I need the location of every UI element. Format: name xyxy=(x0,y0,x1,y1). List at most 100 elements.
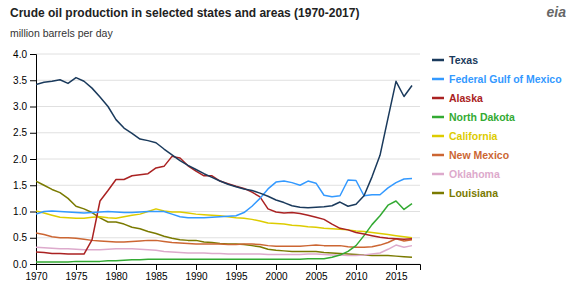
y-tick-label: 1.5 xyxy=(13,180,27,191)
y-tick-label: 4.0 xyxy=(13,49,27,60)
grid-line xyxy=(36,54,420,55)
series-line xyxy=(36,201,412,262)
legend-item: Federal Gulf of Mexico xyxy=(432,73,562,85)
legend-swatch xyxy=(432,116,444,119)
x-tick-label: 2000 xyxy=(265,271,288,282)
y-tick: 1.5 xyxy=(13,180,36,191)
y-tick-mark xyxy=(30,264,36,265)
x-tick: 2010 xyxy=(345,264,368,282)
y-axis: 0.0 0.5 1.0 1.5 2.0 2.5 3.0 3.5 4.0 xyxy=(13,49,36,270)
legend-swatch xyxy=(432,78,444,81)
y-axis-line xyxy=(30,55,37,265)
grid xyxy=(36,54,420,264)
x-tick: 1990 xyxy=(185,264,208,282)
x-tick-mark xyxy=(356,264,357,270)
x-tick-label: 2010 xyxy=(345,271,368,282)
x-tick-label: 2015 xyxy=(385,271,408,282)
x-tick-label: 1995 xyxy=(225,271,248,282)
x-tick-label: 1975 xyxy=(65,271,88,282)
y-tick-mark xyxy=(30,159,36,160)
legend-swatch xyxy=(432,192,444,195)
annotation: eia xyxy=(547,4,567,20)
x-tick-mark xyxy=(76,264,77,270)
x-tick-mark xyxy=(396,264,397,270)
x-axis-line xyxy=(37,265,421,271)
legend-swatch xyxy=(432,173,444,176)
x-tick-mark xyxy=(276,264,277,270)
legend-swatch xyxy=(432,154,444,157)
x-tick: 2015 xyxy=(385,264,408,282)
x-tick-mark xyxy=(116,264,117,270)
x-tick: 1975 xyxy=(65,264,88,282)
x-tick: 2000 xyxy=(265,264,288,282)
y-tick-label: 2.5 xyxy=(13,127,27,138)
x-tick-label: 2005 xyxy=(305,271,328,282)
y-tick-label: 0.0 xyxy=(13,259,27,270)
x-tick-label: 1970 xyxy=(25,271,48,282)
grid-line xyxy=(36,106,420,107)
grid-line xyxy=(36,159,420,160)
legend-swatch xyxy=(432,135,444,138)
legend-item: New Mexico xyxy=(432,149,509,161)
x-tick-label: 1985 xyxy=(145,271,168,282)
x-axis: 1970 1975 1980 1985 1990 1995 2000 2005 2010 2015 xyxy=(25,264,420,282)
y-tick: 0.0 xyxy=(13,259,36,270)
chart: Crude oil production in selected states … xyxy=(0,0,576,288)
x-tick-label: 1980 xyxy=(105,271,128,282)
x-tick: 1980 xyxy=(105,264,128,282)
legend-label: Alaska xyxy=(449,92,483,104)
y-tick-label: 1.0 xyxy=(13,206,27,217)
y-tick: 3.0 xyxy=(13,101,36,112)
legend-swatch xyxy=(432,97,444,100)
legend-label: New Mexico xyxy=(449,149,509,161)
y-axis-label: million barrels per day xyxy=(10,27,113,39)
y-tick-mark xyxy=(30,80,36,81)
legend-label: Oklahoma xyxy=(449,168,500,180)
y-tick: 2.5 xyxy=(13,127,36,138)
y-tick: 0.5 xyxy=(13,232,36,243)
legend-swatch xyxy=(432,59,444,62)
y-tick-mark xyxy=(30,107,36,108)
y-tick-mark xyxy=(30,133,36,134)
legend-item: Alaska xyxy=(432,92,483,104)
legend-item: Texas xyxy=(432,54,478,66)
x-tick: 1985 xyxy=(145,264,168,282)
x-tick: 2005 xyxy=(305,264,328,282)
legend-label: North Dakota xyxy=(449,111,515,123)
y-tick-label: 3.5 xyxy=(13,75,27,86)
y-tick-label: 2.0 xyxy=(13,154,27,165)
series-line xyxy=(36,178,412,217)
legend: Texas Federal Gulf of Mexico Alaska North D… xyxy=(432,54,562,199)
x-tick-mark xyxy=(196,264,197,270)
x-tick-mark xyxy=(316,264,317,270)
title: Crude oil production in selected states … xyxy=(10,6,359,20)
legend-label: Federal Gulf of Mexico xyxy=(449,73,562,85)
legend-item: Oklahoma xyxy=(432,168,500,180)
x-tick: 1970 xyxy=(25,264,48,282)
y-tick-mark xyxy=(30,185,36,186)
x-tick: 1995 xyxy=(225,264,248,282)
lines xyxy=(36,78,412,262)
y-tick: 4.0 xyxy=(13,49,36,60)
series-line xyxy=(36,156,412,254)
y-tick-mark xyxy=(30,238,36,239)
y-tick-label: 0.5 xyxy=(13,232,27,243)
x-tick-label: 1990 xyxy=(185,271,208,282)
grid-line xyxy=(36,80,420,81)
y-tick-label: 3.0 xyxy=(13,101,27,112)
y-tick: 1.0 xyxy=(13,206,36,217)
legend-label: Texas xyxy=(449,54,478,66)
plot: 1970 1975 1980 1985 1990 1995 2000 2005 2010 2015… xyxy=(13,49,420,282)
y-tick-mark xyxy=(30,54,36,55)
x-tick-mark xyxy=(236,264,237,270)
series-line xyxy=(36,78,412,208)
grid-line xyxy=(36,132,420,133)
y-tick: 2.0 xyxy=(13,154,36,165)
y-tick: 3.5 xyxy=(13,75,36,86)
y-tick-mark xyxy=(30,212,36,213)
legend-label: Louisiana xyxy=(449,187,498,199)
legend-label: California xyxy=(449,130,498,142)
legend-item: Louisiana xyxy=(432,187,498,199)
legend-item: California xyxy=(432,130,498,142)
legend-item: North Dakota xyxy=(432,111,515,123)
